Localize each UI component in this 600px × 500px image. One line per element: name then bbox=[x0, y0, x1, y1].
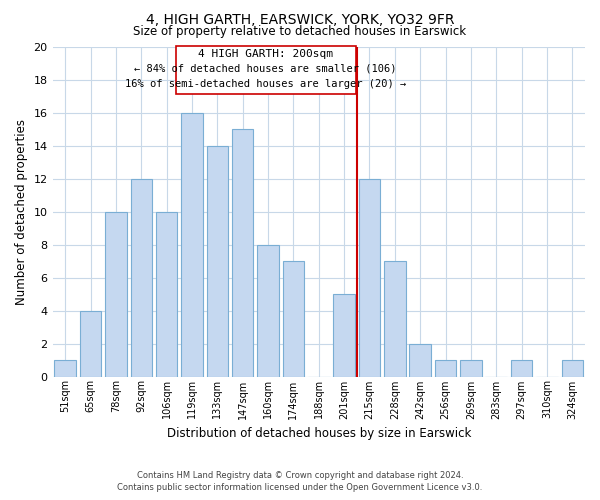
Bar bbox=[80, 310, 101, 376]
Bar bbox=[257, 244, 279, 376]
Bar bbox=[55, 360, 76, 376]
Bar bbox=[511, 360, 532, 376]
Text: 16% of semi-detached houses are larger (20) →: 16% of semi-detached houses are larger (… bbox=[125, 78, 406, 88]
Bar bbox=[232, 129, 253, 376]
Y-axis label: Number of detached properties: Number of detached properties bbox=[15, 118, 28, 304]
Bar bbox=[283, 261, 304, 376]
Text: 4 HIGH GARTH: 200sqm: 4 HIGH GARTH: 200sqm bbox=[198, 49, 333, 59]
Bar bbox=[181, 112, 203, 376]
Text: ← 84% of detached houses are smaller (106): ← 84% of detached houses are smaller (10… bbox=[134, 64, 397, 74]
X-axis label: Distribution of detached houses by size in Earswick: Distribution of detached houses by size … bbox=[167, 427, 471, 440]
Bar bbox=[435, 360, 457, 376]
Bar bbox=[409, 344, 431, 376]
Bar bbox=[131, 178, 152, 376]
Bar bbox=[206, 146, 228, 376]
Text: 4, HIGH GARTH, EARSWICK, YORK, YO32 9FR: 4, HIGH GARTH, EARSWICK, YORK, YO32 9FR bbox=[146, 12, 454, 26]
Bar bbox=[359, 178, 380, 376]
Bar bbox=[105, 212, 127, 376]
Text: Size of property relative to detached houses in Earswick: Size of property relative to detached ho… bbox=[133, 25, 467, 38]
FancyBboxPatch shape bbox=[176, 46, 356, 94]
Bar bbox=[460, 360, 482, 376]
Bar bbox=[334, 294, 355, 376]
Text: Contains HM Land Registry data © Crown copyright and database right 2024.
Contai: Contains HM Land Registry data © Crown c… bbox=[118, 471, 482, 492]
Bar bbox=[156, 212, 178, 376]
Bar bbox=[384, 261, 406, 376]
Bar bbox=[562, 360, 583, 376]
